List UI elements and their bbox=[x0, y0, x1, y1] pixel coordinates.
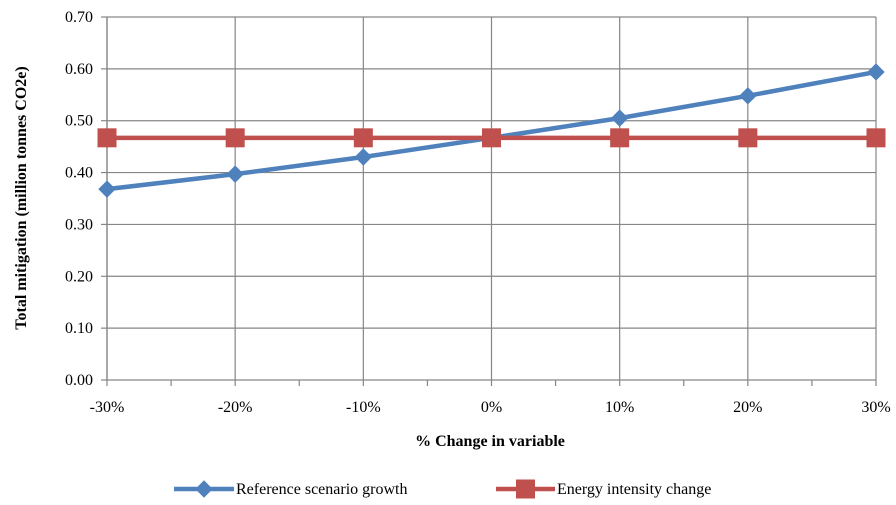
square-marker-icon bbox=[516, 479, 535, 499]
x-axis-title: % Change in variable bbox=[415, 433, 565, 450]
x-tick-label: 0% bbox=[481, 399, 502, 416]
y-tick-label: 0.00 bbox=[65, 372, 93, 389]
data-point bbox=[482, 128, 501, 148]
x-tick-label: -20% bbox=[218, 399, 253, 416]
x-tick-label: -10% bbox=[346, 399, 381, 416]
data-point bbox=[866, 128, 886, 148]
y-tick-label: 0.50 bbox=[65, 113, 93, 130]
data-point bbox=[739, 87, 757, 105]
data-point bbox=[97, 128, 117, 148]
x-tick-label: 20% bbox=[733, 399, 762, 416]
legend-label: Reference scenario growth bbox=[236, 481, 407, 498]
y-tick-label: 0.20 bbox=[65, 268, 93, 285]
legend-item: Reference scenario growth bbox=[174, 480, 407, 498]
legend-label: Energy intensity change bbox=[557, 481, 711, 498]
y-tick-label: 0.10 bbox=[65, 320, 93, 337]
y-tick-label: 0.40 bbox=[65, 165, 93, 182]
legend: Reference scenario growth Energy intensit… bbox=[174, 479, 711, 499]
data-point bbox=[354, 148, 373, 166]
x-tick-label: 30% bbox=[861, 399, 890, 416]
x-tick-label: -30% bbox=[90, 399, 125, 416]
data-point bbox=[867, 63, 885, 81]
legend-item: Energy intensity change bbox=[496, 479, 711, 499]
data-point bbox=[610, 128, 630, 148]
y-tick-label: 0.70 bbox=[65, 9, 93, 26]
diamond-marker-icon bbox=[195, 480, 213, 498]
data-point bbox=[226, 165, 244, 183]
x-tick-labels: -30% -20% -10% 0% 10% 20% 30% bbox=[90, 399, 891, 416]
data-point bbox=[610, 109, 629, 127]
x-tick-label: 10% bbox=[605, 399, 634, 416]
data-point bbox=[225, 128, 245, 148]
axes bbox=[101, 16, 877, 386]
series-energy-intensity-change bbox=[97, 128, 886, 148]
grid bbox=[106, 16, 877, 380]
data-point bbox=[738, 128, 758, 148]
y-tick-label: 0.30 bbox=[65, 216, 93, 233]
data-point bbox=[353, 128, 373, 148]
y-tick-label: 0.60 bbox=[65, 61, 93, 78]
y-tick-labels: 0.00 0.10 0.20 0.30 0.40 0.50 0.60 0.70 bbox=[65, 9, 93, 389]
data-point bbox=[98, 180, 116, 198]
y-axis-title: Total mitigation (million tonnes CO2e) bbox=[13, 66, 30, 329]
series bbox=[97, 63, 886, 198]
